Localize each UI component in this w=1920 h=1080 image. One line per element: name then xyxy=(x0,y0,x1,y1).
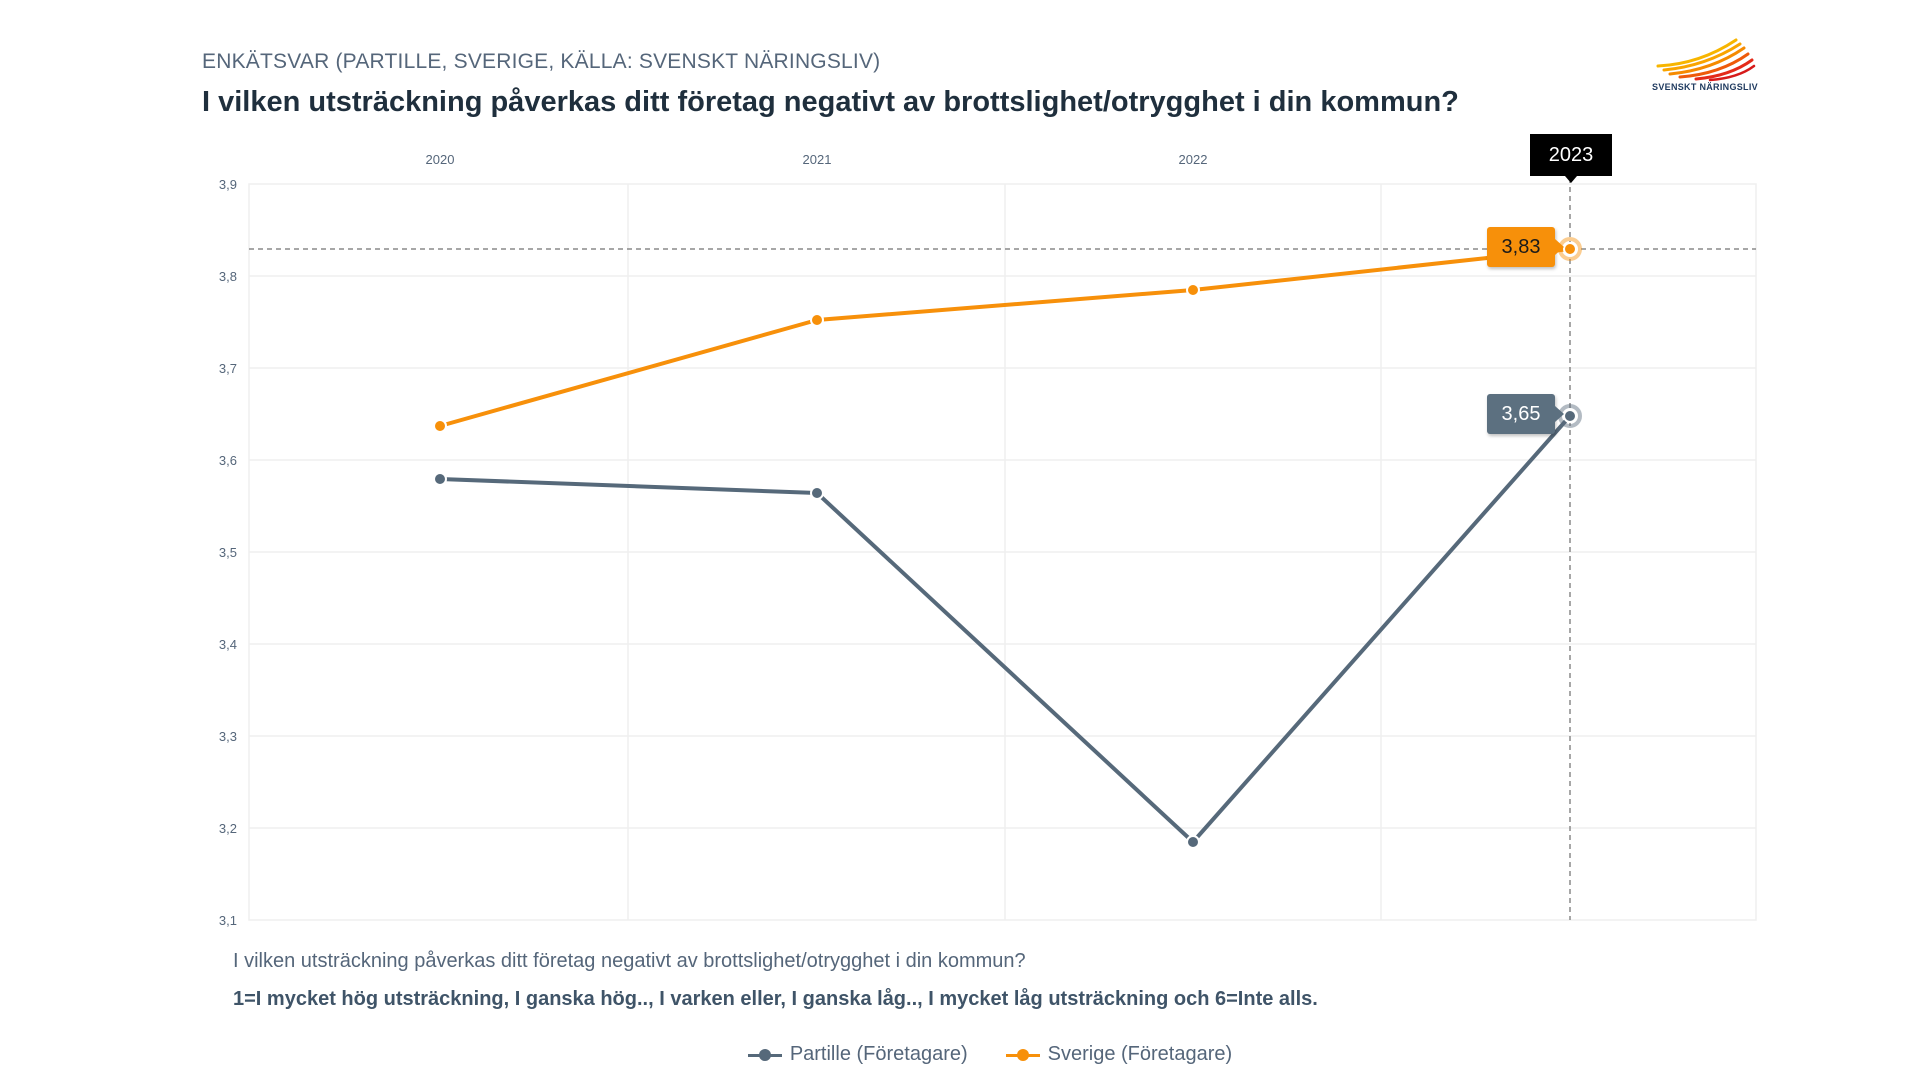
tooltip-value-partille: 3,65 xyxy=(1487,394,1564,434)
x-tick: 2020 xyxy=(426,152,455,167)
legend-partille-marker-icon xyxy=(747,1048,782,1062)
y-tick: 3,9 xyxy=(219,177,237,192)
horizontal-grid xyxy=(249,275,1756,829)
logo-text: SVENSKT NÄRINGSLIV xyxy=(1652,82,1758,92)
sverige-point-2021[interactable] xyxy=(810,313,824,327)
legend-label-partille: Partille (Företagare) xyxy=(789,1043,968,1065)
footer-question: I vilken utsträckning påverkas ditt före… xyxy=(233,950,1026,972)
svenskt-naringsliv-logo: SVENSKT NÄRINGSLIV xyxy=(1640,36,1770,96)
partille-point-2023[interactable] xyxy=(1563,409,1577,423)
legend-label-sverige: Sverige (Företagare) xyxy=(1047,1043,1233,1065)
partille-point-2022[interactable] xyxy=(1186,835,1200,849)
tooltip-year: 2023 xyxy=(1530,134,1612,183)
legend-sverige-marker-icon xyxy=(1005,1048,1040,1062)
y-tick: 3,6 xyxy=(219,453,237,468)
y-tick: 3,1 xyxy=(219,913,237,928)
y-tick: 3,7 xyxy=(219,361,237,376)
y-tick: 3,4 xyxy=(219,637,237,652)
y-tick: 3,5 xyxy=(219,545,237,560)
y-tick: 3,8 xyxy=(219,269,237,284)
series-sverige[interactable] xyxy=(433,237,1582,433)
chart-subtitle: ENKÄTSVAR (PARTILLE, SVERIGE, KÄLLA: SVE… xyxy=(202,50,881,73)
partille-point-2021[interactable] xyxy=(810,486,824,500)
logo-wing-icon xyxy=(1656,38,1756,82)
partille-point-2020[interactable] xyxy=(433,472,447,486)
y-tick: 3,3 xyxy=(219,729,237,744)
x-tick: 2021 xyxy=(803,152,832,167)
legend: Partille (Företagare) Sverige (Företagar… xyxy=(0,1043,1920,1066)
partille-line xyxy=(439,414,1572,844)
sverige-point-2022[interactable] xyxy=(1186,283,1200,297)
x-tick: 2022 xyxy=(1179,152,1208,167)
sverige-point-2023[interactable] xyxy=(1563,242,1577,256)
y-tick: 3,2 xyxy=(219,821,237,836)
tooltip-value-sverige: 3,83 xyxy=(1487,227,1564,267)
y-axis-ticks: 3,9 3,8 3,7 3,6 3,5 3,4 3,3 3,2 3,1 xyxy=(219,177,237,928)
sverige-line xyxy=(439,247,1571,428)
x-axis-ticks: 2020 2021 2022 xyxy=(426,152,1208,167)
sverige-point-2020[interactable] xyxy=(433,419,447,433)
series-partille[interactable] xyxy=(433,404,1582,849)
legend-item-partille[interactable]: Partille (Företagare) xyxy=(747,1043,968,1066)
footer-scale-description: 1=I mycket hög utsträckning, I ganska hö… xyxy=(233,988,1318,1010)
chart-title: I vilken utsträckning påverkas ditt före… xyxy=(202,86,1459,118)
legend-item-sverige[interactable]: Sverige (Företagare) xyxy=(1005,1043,1233,1066)
